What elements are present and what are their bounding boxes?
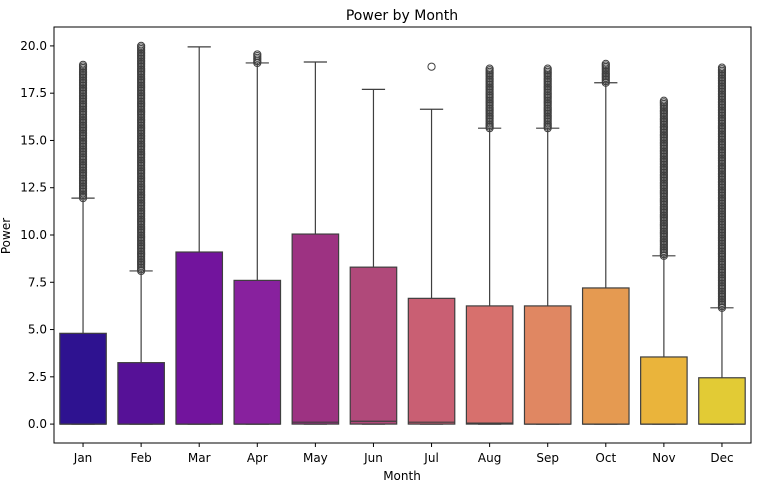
x-tick-label: Dec — [710, 451, 733, 465]
outliers — [717, 63, 727, 312]
x-axis: Jan Feb Mar Apr May Jun Jul Aug Sep Oct Nov Dec — [73, 443, 734, 465]
box — [291, 233, 340, 425]
box-mar — [175, 46, 224, 425]
box-nov — [640, 96, 688, 425]
box-dec — [698, 63, 746, 425]
outliers — [485, 64, 494, 133]
outliers — [601, 59, 610, 87]
outlier-point — [485, 124, 494, 133]
x-tick-label: Nov — [652, 451, 675, 465]
outliers — [427, 62, 436, 71]
outliers — [137, 41, 146, 276]
box — [581, 287, 630, 425]
outlier-point — [78, 194, 88, 203]
x-tick-label: Sep — [536, 451, 559, 465]
x-tick-label: May — [303, 451, 328, 465]
y-tick-label: 17.5 — [20, 86, 47, 100]
box — [175, 251, 224, 425]
x-tick-label: Apr — [247, 451, 268, 465]
y-tick-label: 20.0 — [20, 39, 47, 53]
box — [640, 356, 688, 425]
outlier-point — [137, 266, 146, 276]
outliers — [78, 60, 88, 203]
y-tick-label: 0.0 — [28, 417, 47, 431]
y-axis: 0.0 2.5 5.0 7.5 10.0 12.5 15.0 17.5 20.0 — [20, 39, 54, 431]
x-tick-label: Oct — [595, 451, 616, 465]
x-axis-label: Month — [383, 469, 421, 483]
box — [59, 332, 107, 425]
y-axis-label: Power — [0, 218, 13, 254]
x-tick-label: Jul — [423, 451, 438, 465]
plot-frame — [53, 26, 752, 444]
box — [407, 297, 456, 425]
outlier-point — [543, 124, 552, 133]
box — [698, 377, 746, 425]
box-aug — [465, 64, 514, 425]
plot-area — [59, 41, 746, 425]
box-may — [291, 61, 340, 425]
x-tick-label: Aug — [478, 451, 501, 465]
x-tick-label: Jun — [363, 451, 383, 465]
outlier-point — [427, 62, 436, 71]
chart-title: Power by Month — [346, 8, 458, 24]
y-tick-label: 15.0 — [20, 133, 47, 147]
box-jun — [349, 88, 398, 425]
box — [233, 279, 282, 425]
box — [349, 266, 398, 425]
outlier-point — [659, 251, 668, 260]
outlier-point — [601, 78, 610, 87]
y-tick-label: 12.5 — [20, 181, 47, 195]
outlier-point — [717, 303, 727, 312]
box-feb — [117, 41, 165, 425]
outliers — [253, 50, 262, 68]
box — [117, 362, 165, 425]
box-sep — [523, 64, 572, 425]
box-apr — [233, 50, 282, 425]
x-tick-label: Feb — [131, 451, 152, 465]
box-oct — [581, 59, 630, 425]
box — [465, 305, 514, 425]
y-tick-label: 5.0 — [28, 323, 47, 337]
box — [523, 305, 572, 425]
x-tick-label: Jan — [73, 451, 93, 465]
box-jan — [59, 60, 107, 425]
x-tick-label: Mar — [188, 451, 211, 465]
y-tick-label: 10.0 — [20, 228, 47, 242]
y-tick-label: 2.5 — [28, 370, 47, 384]
outlier-point — [253, 58, 262, 68]
y-tick-label: 7.5 — [28, 275, 47, 289]
outliers — [543, 64, 552, 133]
outliers — [659, 96, 668, 260]
box-jul — [407, 62, 456, 425]
